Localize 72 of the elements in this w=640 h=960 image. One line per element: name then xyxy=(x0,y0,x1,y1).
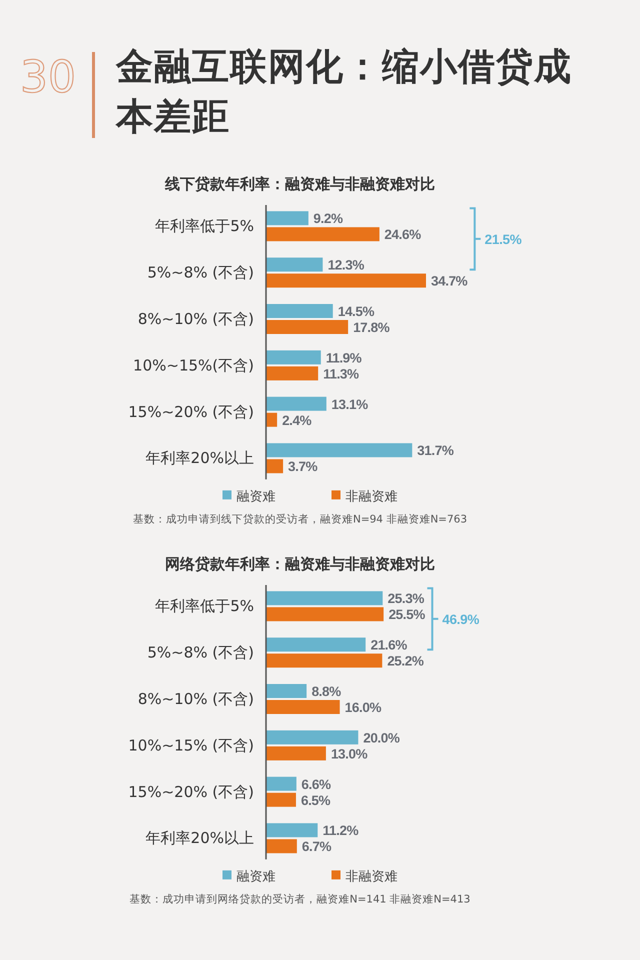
bar xyxy=(266,258,323,272)
data-label: 12.3% xyxy=(328,258,364,273)
data-label: 25.3% xyxy=(388,591,424,606)
data-label: 17.8% xyxy=(353,320,390,335)
y-tick-label: 5%~8% (不含) xyxy=(147,264,254,282)
legend-label: 融资难 xyxy=(236,869,276,884)
data-label: 11.9% xyxy=(326,350,362,366)
y-tick-label: 年利率低于5% xyxy=(155,217,254,236)
y-tick-label: 年利率20%以上 xyxy=(146,829,254,848)
data-label: 31.7% xyxy=(417,443,454,458)
data-label: 2.4% xyxy=(282,412,312,428)
text: 金融互联网化：缩小借贷成本差距 xyxy=(116,44,573,140)
bar xyxy=(266,591,383,606)
bar xyxy=(266,274,426,288)
data-label: 3.7% xyxy=(288,459,318,474)
data-label: 6.5% xyxy=(300,792,331,808)
bar xyxy=(266,320,348,334)
chart-title: 线下贷款年利率：融资难与非融资难对比 xyxy=(164,175,435,193)
y-tick-label: 年利率20%以上 xyxy=(146,449,254,468)
data-label: 9.2% xyxy=(313,211,343,226)
legend-label: 非融资难 xyxy=(346,869,398,884)
data-label: 21.6% xyxy=(370,638,408,653)
y-tick-label: 15%~20% (不含) xyxy=(128,402,254,421)
y-tick-label: 8%~10% (不含) xyxy=(138,310,254,328)
bar xyxy=(266,227,380,242)
bar xyxy=(266,730,358,744)
data-label: 11.3% xyxy=(323,366,360,382)
y-tick-label: 10%~15% (不含) xyxy=(128,736,254,754)
data-label: 13.0% xyxy=(330,746,368,762)
data-label: 34.7% xyxy=(431,274,468,289)
data-label: 6.6% xyxy=(301,776,331,792)
data-label: 13.1% xyxy=(331,396,368,412)
y-tick-label: 5%~8% (不含) xyxy=(147,644,254,662)
text: 基数：成功申请到网络贷款的受访者，融资难N=141 非融资难N=413 xyxy=(130,892,470,906)
bar xyxy=(266,366,318,380)
text: 基数：成功申请到线下贷款的受访者，融资难N=94 非融资难N=763 xyxy=(132,512,468,526)
y-tick-label: 年利率低于5% xyxy=(155,597,254,616)
bar xyxy=(266,839,297,854)
legend-label: 非融资难 xyxy=(346,489,398,504)
data-label: 24.6% xyxy=(384,227,422,242)
bar xyxy=(266,823,318,838)
data-label: 14.5% xyxy=(338,304,375,319)
bar xyxy=(266,700,340,714)
data-label: 8.8% xyxy=(312,684,342,699)
bar xyxy=(266,350,321,364)
text: 30 xyxy=(20,52,76,103)
data-label: 11.2% xyxy=(322,823,359,838)
bar xyxy=(266,396,326,411)
data-label: 25.5% xyxy=(388,607,426,622)
y-tick-label: 15%~20% (不含) xyxy=(128,782,254,801)
y-tick-label: 10%~15%(不含) xyxy=(133,356,254,374)
y-tick-label: 8%~10% (不含) xyxy=(138,690,254,708)
bar xyxy=(266,638,366,652)
bar xyxy=(266,776,296,791)
bar xyxy=(266,746,326,760)
text: 21.5% xyxy=(484,232,522,247)
bar xyxy=(266,792,296,807)
legend-label: 融资难 xyxy=(236,489,276,504)
data-label: 16.0% xyxy=(344,700,382,715)
bar xyxy=(266,443,412,458)
bar xyxy=(266,304,333,318)
bar xyxy=(266,459,284,474)
bar xyxy=(266,607,384,622)
chart-title: 网络贷款年利率：融资难与非融资难对比 xyxy=(165,555,435,573)
text: 46.9% xyxy=(442,612,480,627)
data-label: 20.0% xyxy=(363,730,400,746)
bar xyxy=(266,211,308,226)
data-label: 25.2% xyxy=(387,654,424,669)
bar xyxy=(266,684,307,698)
bar xyxy=(266,412,278,427)
bar xyxy=(266,654,382,668)
data-label: 6.7% xyxy=(302,839,332,854)
